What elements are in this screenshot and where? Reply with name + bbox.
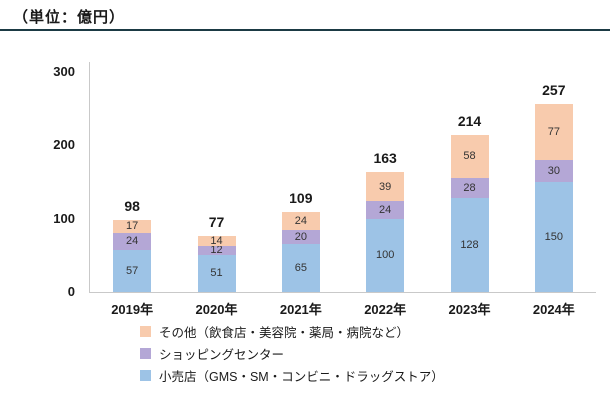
x-axis-category-label: 2019年 <box>111 302 154 317</box>
legend-label: ショッピングセンター <box>159 348 285 362</box>
bar-total-label: 163 <box>373 150 397 167</box>
segment-value-label: 24 <box>126 235 139 248</box>
segment-value-label: 12 <box>210 244 223 257</box>
bar-segment-other: 14 <box>197 234 236 247</box>
segment-value-label: 30 <box>547 165 560 177</box>
bar-segment-retail: 65 <box>281 244 320 292</box>
bar-segment-retail: 57 <box>113 250 152 292</box>
bar-segment-retail: 51 <box>197 254 236 292</box>
legend-item-shopping-center: ショッピングセンター <box>140 344 284 363</box>
y-axis-tick-label: 100 <box>53 210 75 226</box>
bar-segment-shopping-center: 28 <box>450 177 489 199</box>
bar-segment-other: 24 <box>281 212 320 230</box>
x-axis-category-label: 2023年 <box>448 302 491 317</box>
segment-value-label: 24 <box>379 203 392 216</box>
bar-segment-shopping-center: 20 <box>281 229 320 245</box>
bar-segment-shopping-center: 24 <box>366 201 405 219</box>
bar-segment-retail: 100 <box>366 218 405 292</box>
title-divider-line <box>0 29 610 31</box>
x-axis-category-label: 2022年 <box>364 302 407 317</box>
legend-label: 小売店（GMS・SM・コンビニ・ドラッグストア） <box>159 370 444 384</box>
bar-segment-shopping-center: 12 <box>197 244 236 257</box>
segment-value-label: 24 <box>294 214 307 227</box>
legend-item-other: その他（飲食店・美容院・薬局・病院など） <box>140 322 409 341</box>
x-axis-line <box>89 292 596 293</box>
bar-total-label: 77 <box>208 213 225 230</box>
segment-value-label: 150 <box>544 231 563 243</box>
segment-value-label: 17 <box>126 220 139 233</box>
segment-value-label: 57 <box>126 265 139 278</box>
bar-segment-other: 39 <box>366 172 405 202</box>
segment-value-label: 39 <box>379 180 392 193</box>
legend-item-retail: 小売店（GMS・SM・コンビニ・ドラッグストア） <box>140 366 444 385</box>
legend-swatch <box>140 370 151 381</box>
y-axis-line <box>89 62 90 292</box>
bar-total-label: 214 <box>457 113 482 130</box>
segment-value-label: 14 <box>210 234 223 247</box>
y-axis-tick-label: 0 <box>67 284 75 299</box>
bar-segment-other: 58 <box>450 135 489 178</box>
segment-value-label: 65 <box>294 262 307 275</box>
segment-value-label: 20 <box>294 230 307 243</box>
segment-value-label: 58 <box>463 150 476 163</box>
segment-value-label: 100 <box>375 249 395 262</box>
bar-segment-shopping-center: 24 <box>113 232 152 251</box>
legend-swatch <box>140 326 151 337</box>
bar-segment-retail: 150 <box>534 182 573 292</box>
bar-total-label: 109 <box>289 190 313 207</box>
bar-segment-retail: 128 <box>450 198 489 292</box>
x-axis-category-label: 2020年 <box>195 302 238 317</box>
segment-value-label: 128 <box>460 239 479 252</box>
bar-segment-other: 17 <box>113 220 152 233</box>
bar-segment-other: 77 <box>534 103 573 160</box>
x-axis-category-label: 2024年 <box>532 302 575 317</box>
y-axis-tick-label: 200 <box>53 137 75 153</box>
segment-value-label: 51 <box>210 267 223 280</box>
bar-segment-shopping-center: 30 <box>534 160 573 182</box>
bar-total-label: 98 <box>124 198 140 215</box>
y-axis-tick-label: 300 <box>53 64 75 79</box>
legend-label: その他（飲食店・美容院・薬局・病院など） <box>159 326 410 340</box>
bar-total-label: 257 <box>542 81 566 98</box>
x-axis-category-label: 2021年 <box>279 302 322 317</box>
unit-label: （単位：億円） <box>13 9 126 26</box>
segment-value-label: 28 <box>463 181 476 194</box>
legend-swatch <box>140 348 151 359</box>
segment-value-label: 77 <box>547 125 560 138</box>
